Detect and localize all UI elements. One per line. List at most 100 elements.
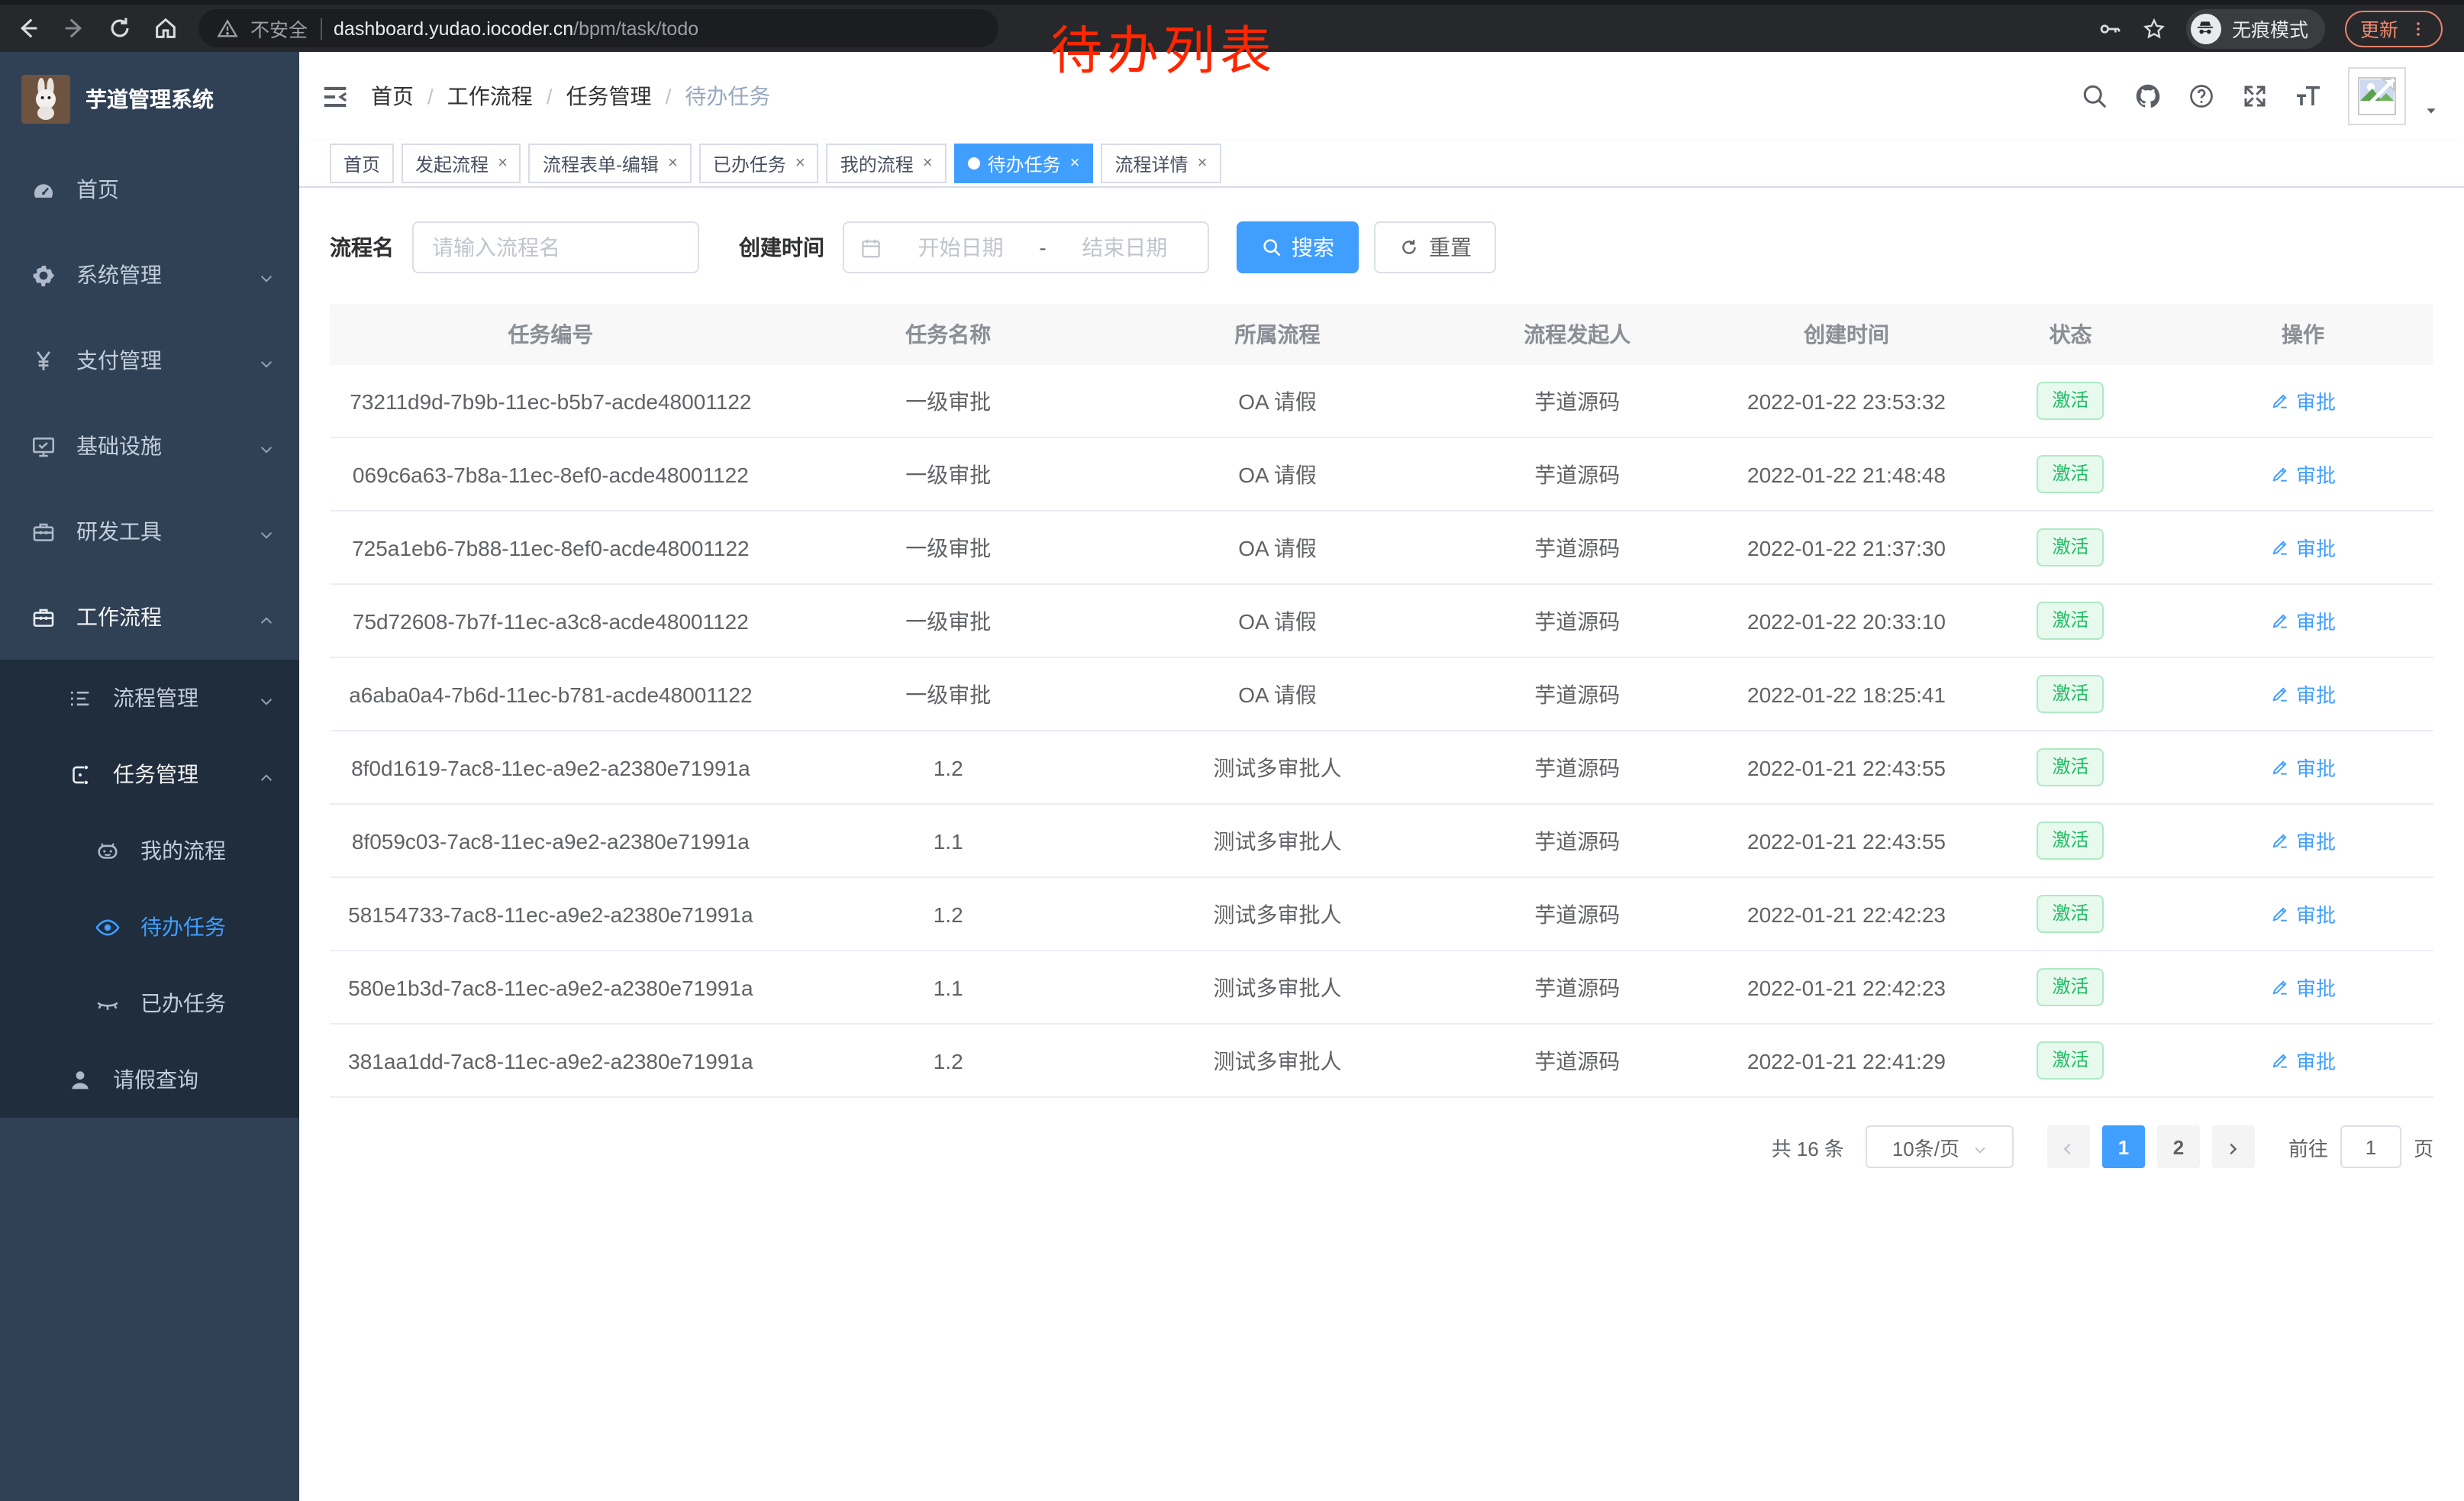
status-badge: 激活 [2037, 822, 2104, 860]
tab-1[interactable]: 发起流程 × [402, 144, 521, 183]
tab-5[interactable]: 待办任务 × [953, 144, 1094, 183]
tab-0[interactable]: 首页 [330, 144, 395, 183]
close-icon[interactable]: × [667, 154, 678, 173]
date-range-picker[interactable]: 开始日期 - 结束日期 [843, 221, 1209, 273]
approve-link[interactable]: 审批 [2270, 679, 2336, 709]
approve-link[interactable]: 审批 [2270, 899, 2336, 928]
status-badge: 激活 [2037, 748, 2104, 786]
sidebar-item-3[interactable]: 基础设施 [0, 403, 299, 489]
close-icon[interactable]: × [1197, 154, 1208, 173]
sidebar-item-8[interactable]: 我的流程 [0, 812, 299, 889]
font-size-icon[interactable] [2295, 82, 2322, 110]
approve-link[interactable]: 审批 [2270, 1046, 2336, 1075]
prev-page-button[interactable] [2046, 1125, 2090, 1168]
starter-cell: 芋道源码 [1534, 608, 1621, 633]
sidebar-item-0[interactable]: 首页 [0, 147, 299, 232]
page-button-2[interactable]: 2 [2156, 1125, 2200, 1168]
page-button-1[interactable]: 1 [2101, 1125, 2145, 1168]
tab-4[interactable]: 我的流程 × [826, 144, 947, 183]
approve-label: 审批 [2296, 977, 2337, 1000]
sidebar-item-2[interactable]: 支付管理 [0, 318, 299, 403]
sidebar-item-11[interactable]: 请假查询 [0, 1041, 299, 1118]
column-header: 操作 [2282, 322, 2324, 347]
logo-rabbit-avatar [21, 75, 70, 124]
task-id-cell: 069c6a63-7b8a-11ec-8ef0-acde48001122 [352, 462, 749, 486]
key-icon[interactable] [2098, 16, 2122, 40]
action-cell: 审批 [2172, 899, 2433, 928]
sidebar-item-label: 待办任务 [140, 915, 226, 939]
approve-link[interactable]: 审批 [2270, 826, 2336, 855]
search-icon[interactable] [2081, 82, 2108, 110]
back-icon[interactable] [15, 15, 41, 41]
action-cell: 审批 [2172, 753, 2433, 782]
breadcrumb-item[interactable]: 工作流程 [447, 84, 533, 108]
close-icon[interactable]: × [1069, 154, 1080, 173]
bookmark-star-icon[interactable] [2142, 16, 2166, 40]
more-vert-icon[interactable] [2409, 19, 2427, 37]
sidebar-item-9[interactable]: 待办任务 [0, 889, 299, 965]
reload-icon[interactable] [107, 15, 133, 41]
calendar-icon [859, 236, 882, 259]
app-logo[interactable]: 芋道管理系统 [0, 52, 299, 147]
column-header: 状态 [2049, 322, 2092, 347]
sidebar-item-6[interactable]: 流程管理 [0, 660, 299, 736]
url-text[interactable]: dashboard.yudao.iocoder.cn/bpm/task/todo [334, 18, 699, 39]
caret-down-icon[interactable] [2423, 98, 2440, 115]
approve-link[interactable]: 审批 [2270, 386, 2336, 415]
approve-link[interactable]: 审批 [2270, 533, 2336, 562]
close-icon[interactable]: × [498, 154, 508, 173]
chevron-up-icon [258, 766, 275, 783]
tab-3[interactable]: 已办任务 × [698, 144, 819, 183]
tab-6[interactable]: 流程详情 × [1101, 144, 1221, 183]
search-button[interactable]: 搜索 [1237, 221, 1359, 273]
create-time-cell: 2022-01-21 22:43:55 [1747, 828, 1946, 853]
task-name-cell: 一级审批 [905, 535, 992, 560]
create-time-cell: 2022-01-21 22:42:23 [1747, 975, 1946, 999]
tab-2[interactable]: 流程表单-编辑 × [528, 144, 692, 183]
close-icon[interactable]: × [795, 154, 805, 173]
address-bar[interactable]: 不安全 dashboard.yudao.iocoder.cn/bpm/task/… [198, 9, 998, 47]
action-cell: 审批 [2172, 1046, 2433, 1075]
sidebar-item-10[interactable]: 已办任务 [0, 965, 299, 1041]
fullscreen-icon[interactable] [2241, 82, 2269, 110]
approve-link[interactable]: 审批 [2270, 973, 2336, 1002]
process-name-input[interactable]: 请输入流程名 [412, 221, 699, 273]
table-body: 73211d9d-7b9b-11ec-b5b7-acde48001122 一级审批… [330, 365, 2433, 1098]
start-date-placeholder[interactable]: 开始日期 [918, 235, 1004, 260]
app-header: 首页 / 工作流程 / 任务管理 / 待办任务 [299, 52, 2464, 140]
close-icon[interactable]: × [922, 154, 933, 173]
create-time-cell: 2022-01-21 22:43:55 [1747, 755, 1946, 780]
home-icon[interactable] [153, 15, 179, 41]
app-title: 芋道管理系统 [85, 87, 214, 111]
avatar[interactable] [2348, 67, 2406, 125]
column-header: 流程发起人 [1524, 322, 1631, 347]
sidebar-item-1[interactable]: 系统管理 [0, 232, 299, 318]
sidebar-item-4[interactable]: 研发工具 [0, 489, 299, 574]
approve-label: 审批 [2296, 904, 2337, 927]
table-row: 73211d9d-7b9b-11ec-b5b7-acde48001122 一级审批… [330, 365, 2433, 438]
approve-link[interactable]: 审批 [2270, 606, 2336, 635]
task-name-cell: 1.1 [933, 828, 963, 853]
help-icon[interactable] [2188, 82, 2215, 110]
end-date-placeholder[interactable]: 结束日期 [1082, 235, 1168, 260]
goto-page-input[interactable]: 1 [2340, 1125, 2401, 1168]
action-cell: 审批 [2172, 533, 2433, 562]
process-cell: 测试多审批人 [1213, 902, 1342, 926]
approve-link[interactable]: 审批 [2270, 460, 2336, 489]
sidebar-item-5[interactable]: 工作流程 [0, 574, 299, 660]
reset-button[interactable]: 重置 [1374, 221, 1496, 273]
chevron-down-icon [1972, 1139, 1987, 1154]
breadcrumb-item[interactable]: 首页 [371, 84, 414, 108]
sidebar-item-7[interactable]: 任务管理 [0, 736, 299, 812]
breadcrumb-item[interactable]: 任务管理 [566, 84, 652, 108]
collapse-sidebar-icon[interactable] [321, 82, 350, 111]
next-page-button[interactable] [2211, 1125, 2255, 1168]
page-size-select[interactable]: 10条/页 [1865, 1125, 2014, 1168]
update-button[interactable]: 更新 [2344, 10, 2443, 47]
forward-icon[interactable] [61, 15, 87, 41]
approve-link[interactable]: 审批 [2270, 753, 2336, 782]
task-id-cell: 58154733-7ac8-11ec-a9e2-a2380e71991a [348, 902, 753, 926]
sidebar-filler [0, 1118, 299, 1501]
github-icon[interactable] [2134, 82, 2162, 110]
